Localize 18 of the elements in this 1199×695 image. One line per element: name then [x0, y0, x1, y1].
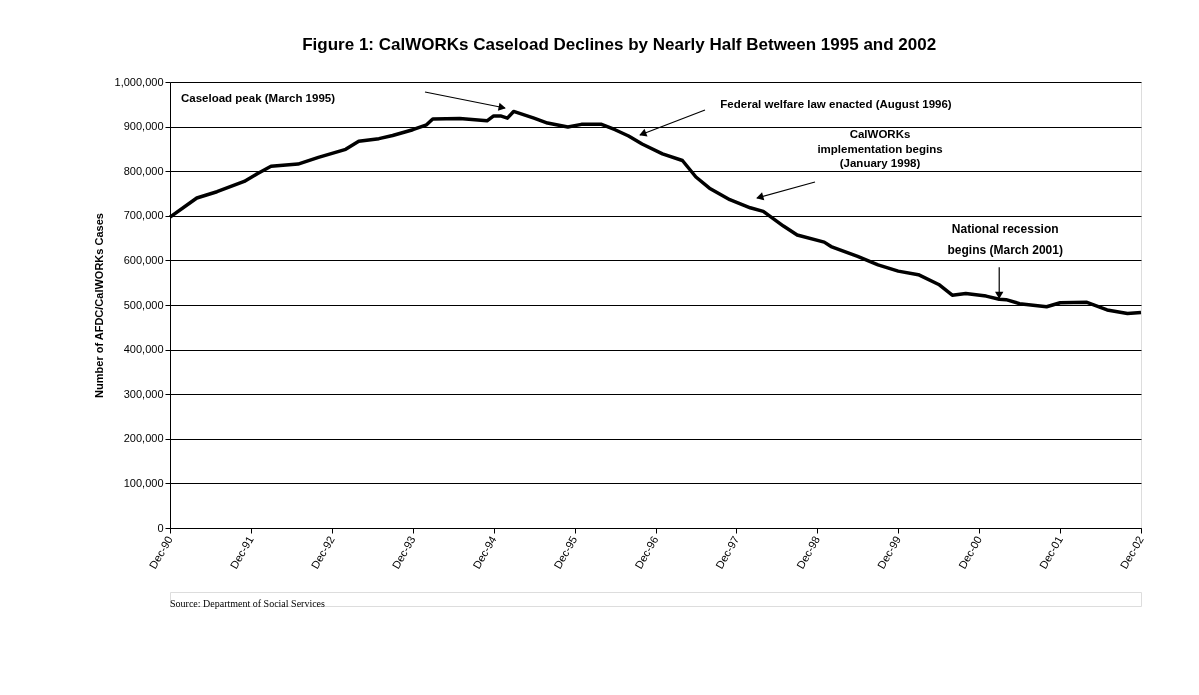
- y-tick-label: 600,000: [123, 253, 164, 266]
- y-tick-label: 300,000: [123, 387, 164, 400]
- y-tick-label: 500,000: [123, 298, 164, 311]
- y-tick-label: 200,000: [123, 432, 164, 445]
- source-note: Source: Department of Social Services: [170, 598, 326, 609]
- y-tick-label: 900,000: [123, 120, 164, 133]
- y-tick-label: 400,000: [123, 343, 164, 356]
- y-axis-title: Number of AFDC/CalWORKs Cases: [92, 213, 105, 398]
- chart-title: Figure 1: CalWORKs Caseload Declines by Nearly Half Between 1995 and 2002: [302, 34, 937, 54]
- y-tick-label: 800,000: [123, 164, 164, 177]
- y-tick-label: 700,000: [123, 209, 164, 222]
- y-tick-label: 1,000,000: [114, 75, 164, 88]
- y-tick-label: 100,000: [123, 476, 164, 489]
- annotation: Caseload peak (March 1995): [180, 92, 336, 104]
- annotation: CalWORKs implementation begins (January 1998): [817, 128, 943, 169]
- annotation: National recession begins (March 2001): [947, 222, 1063, 258]
- annotation: Federal welfare law enacted (August 1996): [720, 98, 952, 110]
- y-tick-label: 0: [157, 521, 164, 534]
